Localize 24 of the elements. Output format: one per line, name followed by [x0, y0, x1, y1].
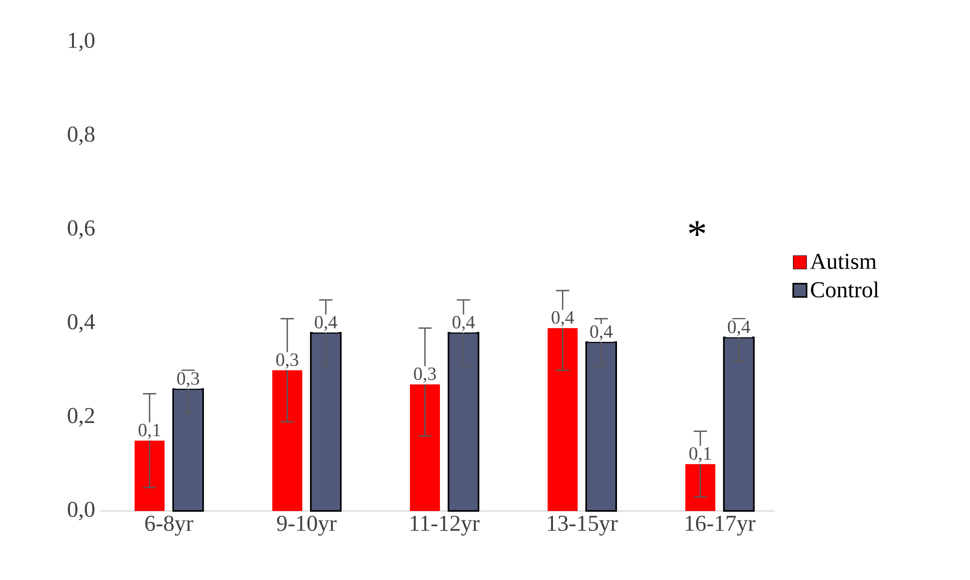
- data-label: 0,3: [177, 372, 200, 388]
- data-label: 0,3: [414, 367, 436, 383]
- x-tick-label: 16-17yr: [686, 516, 756, 536]
- x-tick-label: 11-12yr: [410, 516, 480, 536]
- legend-label: Control: [810, 281, 879, 298]
- legend-label: Autism: [810, 254, 876, 270]
- data-label: 0,4: [552, 311, 574, 326]
- y-tick-label: 0,4: [68, 314, 95, 333]
- y-tick-label: 0,2: [68, 408, 94, 426]
- y-tick-label: 0,8: [68, 126, 94, 146]
- data-label: 0,3: [276, 353, 298, 369]
- y-tick-label: 0,6: [68, 220, 95, 239]
- data-label: 0,4: [314, 316, 338, 332]
- data-label: 0,4: [452, 316, 475, 332]
- data-label: 0,1: [138, 424, 160, 440]
- y-tick-label: 1,0: [68, 32, 94, 52]
- data-label: 0,4: [728, 320, 750, 336]
- y-tick-label: 0,0: [68, 502, 94, 520]
- x-tick-label: 13-15yr: [548, 516, 618, 536]
- data-label: 0,4: [590, 325, 613, 341]
- x-tick-label: 9-10yr: [277, 516, 337, 536]
- data-label: 0,1: [689, 447, 711, 462]
- annotation: *: [689, 221, 706, 236]
- x-tick-label: 6-8yr: [145, 516, 194, 536]
